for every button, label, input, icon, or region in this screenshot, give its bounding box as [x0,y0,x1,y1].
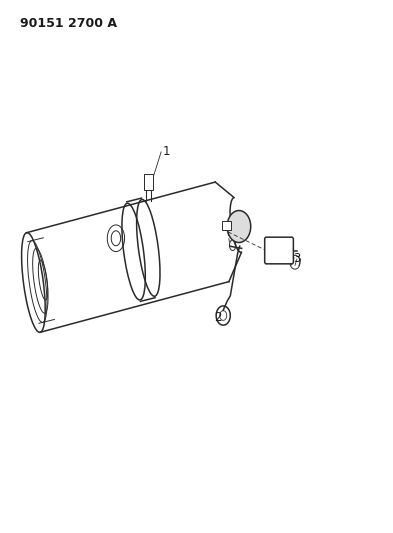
Text: 90151 2700 A: 90151 2700 A [20,17,117,30]
Text: 1: 1 [163,146,171,158]
Bar [143,174,153,190]
Ellipse shape [227,211,251,243]
FancyBboxPatch shape [265,237,293,264]
Text: 2: 2 [214,311,222,324]
Text: 3: 3 [293,252,300,265]
Bar [222,221,231,230]
